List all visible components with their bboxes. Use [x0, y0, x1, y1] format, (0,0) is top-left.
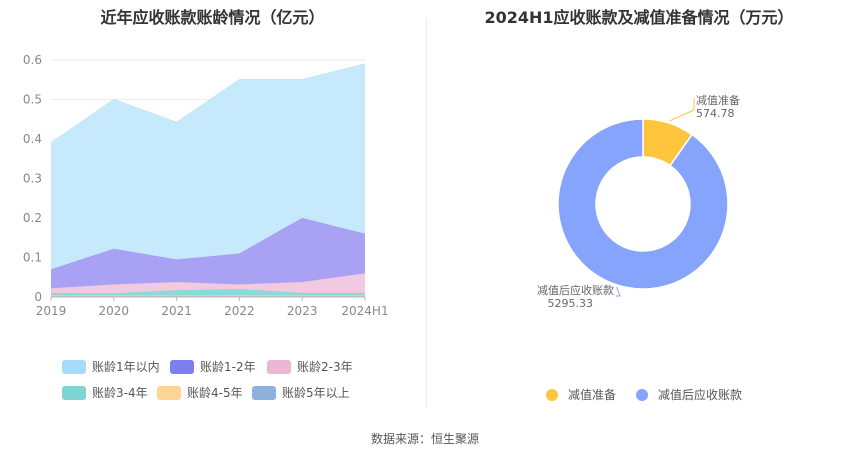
area-series	[51, 63, 365, 270]
area-series-line	[50, 217, 366, 270]
slice-leader-line	[669, 98, 695, 122]
y-tick-label: 0	[34, 290, 42, 304]
slice-label-name: 减值后应收账款	[537, 283, 614, 297]
slice-label-value: 574.78	[696, 107, 735, 120]
x-tick-label: 2023	[287, 304, 318, 318]
panel-divider	[426, 18, 427, 408]
right-chart-panel: 2024H1应收账款及减值准备情况（万元） 减值准备 574.78 减值后应收账款 5…	[428, 0, 850, 420]
right-chart-legend: 减值准备 减值后应收账款	[546, 386, 742, 403]
legend-item-impairment[interactable]: 减值准备	[546, 386, 616, 403]
x-tick-label: 2024H1	[341, 304, 388, 318]
area-series	[51, 218, 365, 289]
legend-swatch	[62, 359, 86, 374]
x-tick-label: 2022	[224, 304, 255, 318]
y-tick-label: 0.6	[23, 53, 42, 67]
area-series-line	[50, 63, 366, 144]
x-tick-label: 2020	[99, 304, 130, 318]
legend-label: 减值准备	[568, 388, 617, 402]
y-tick-label: 0.3	[23, 172, 42, 186]
area-chart-svg: 0 0.1 0.2 0.3 0.4 0.5 0.6 2019 2020 2021 2022 2023 2…	[23, 53, 389, 318]
legend-label: 账龄4-5年	[187, 386, 243, 400]
legend-item-age-4-5y[interactable]: 账龄4-5年	[157, 384, 243, 401]
legend-item-age-3-4y[interactable]: 账龄3-4年	[62, 384, 148, 401]
legend-label: 减值后应收账款	[658, 388, 743, 402]
legend-label: 账龄2-3年	[297, 360, 353, 374]
x-tick-label: 2021	[161, 304, 192, 318]
legend-item-age-2-3y[interactable]: 账龄2-3年	[267, 358, 353, 375]
area-series	[51, 289, 365, 296]
y-tick-label: 0.4	[23, 132, 42, 146]
legend-item-age-1-2y[interactable]: 账龄1-2年	[170, 358, 256, 375]
legend-swatch	[62, 385, 86, 400]
legend-label: 账龄1-2年	[200, 360, 256, 374]
legend-item-net-receivable[interactable]: 减值后应收账款	[636, 386, 742, 403]
legend-swatch	[170, 359, 194, 374]
y-tick-label: 0.5	[23, 93, 42, 107]
slice-label-value: 5295.33	[548, 297, 594, 310]
legend-label: 账龄3-4年	[92, 386, 148, 400]
left-chart-title: 近年应收账款账龄情况（亿元）	[100, 8, 325, 27]
slice-leader-line	[616, 286, 621, 297]
legend-dot	[546, 388, 558, 401]
legend-swatch	[157, 385, 181, 400]
x-tick-label: 2019	[36, 304, 67, 318]
right-chart-title: 2024H1应收账款及减值准备情况（万元）	[484, 8, 794, 27]
legend-label: 账龄1年以内	[92, 360, 160, 374]
y-tick-label: 0.2	[23, 211, 42, 225]
slice-label-name: 减值准备	[696, 93, 740, 107]
left-chart-panel: 近年应收账款账龄情况（亿元） 0 0.1 0.2 0.3 0.4 0.5 0.6 2019 20…	[0, 0, 425, 420]
legend-item-age-over-5y[interactable]: 账龄5年以上	[252, 384, 350, 401]
legend-swatch	[252, 385, 276, 400]
legend-label: 账龄5年以上	[282, 386, 350, 400]
legend-swatch	[267, 359, 291, 374]
legend-item-age-within-1y[interactable]: 账龄1年以内	[62, 358, 160, 375]
legend-dot	[636, 388, 649, 401]
data-source-note: 数据来源：恒生聚源	[370, 432, 479, 446]
donut-slice	[557, 118, 729, 290]
y-tick-label: 0.1	[23, 251, 42, 265]
